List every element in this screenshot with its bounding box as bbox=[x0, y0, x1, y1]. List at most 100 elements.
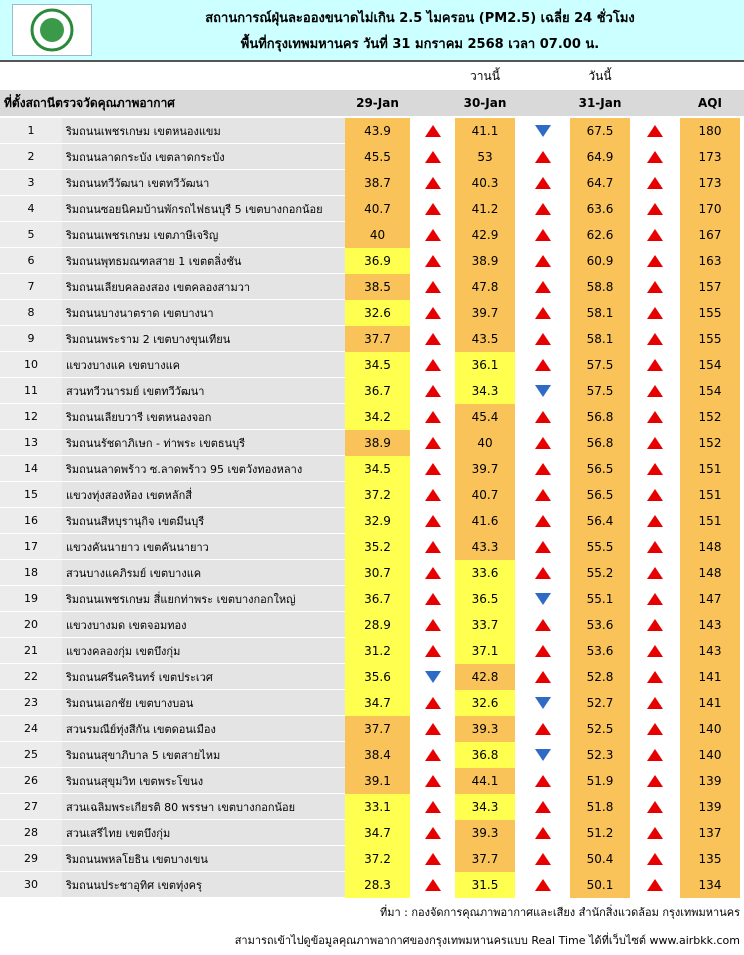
trend-up bbox=[630, 794, 680, 820]
row-no: 23 bbox=[0, 690, 62, 716]
pm-value: 31.5 bbox=[455, 872, 515, 898]
column-header: ที่ตั้งสถานีตรวจวัดคุณภาพอากาศ bbox=[4, 95, 175, 110]
row-no: 13 bbox=[0, 430, 62, 456]
trend-up bbox=[410, 846, 455, 872]
trend-down bbox=[515, 378, 570, 404]
aqi-value: 152 bbox=[680, 430, 740, 456]
column-header: 31-Jan bbox=[578, 96, 622, 110]
trend-arrow bbox=[647, 281, 663, 293]
row-no: 2 bbox=[0, 144, 62, 170]
row-no: 27 bbox=[0, 794, 62, 820]
trend-arrow bbox=[534, 541, 551, 553]
trend-up bbox=[410, 352, 455, 378]
pm-value: 42.9 bbox=[455, 222, 515, 248]
trend-up bbox=[410, 586, 455, 612]
aqi-value: 163 bbox=[680, 248, 740, 274]
trend-arrow bbox=[647, 437, 663, 449]
pm-value: 39.3 bbox=[455, 820, 515, 846]
pm-value: 37.7 bbox=[345, 716, 410, 742]
trend-arrow bbox=[534, 203, 551, 215]
pm-value: 37.2 bbox=[345, 846, 410, 872]
pm-value: 52.7 bbox=[570, 690, 630, 716]
trend-arrow bbox=[424, 775, 441, 787]
row-no: 16 bbox=[0, 508, 62, 534]
pm-value: 38.7 bbox=[345, 170, 410, 196]
trend-arrow bbox=[647, 411, 663, 423]
row-no: 28 bbox=[0, 820, 62, 846]
column-header: 29-Jan bbox=[356, 96, 399, 110]
trend-arrow bbox=[647, 463, 663, 475]
logo-emblem bbox=[30, 8, 74, 52]
pm-value: 39.1 bbox=[345, 768, 410, 794]
station: ริมถนนเพชรเกษม เขตหนองแขม bbox=[62, 118, 345, 144]
row-no: 29 bbox=[0, 846, 62, 872]
trend-arrow bbox=[534, 411, 551, 423]
pm-value: 41.1 bbox=[455, 118, 515, 144]
trend-up bbox=[410, 820, 455, 846]
trend-up bbox=[410, 872, 455, 898]
trend-up bbox=[630, 170, 680, 196]
pm-value: 40.7 bbox=[345, 196, 410, 222]
trend-up bbox=[410, 742, 455, 768]
aqi-value: 152 bbox=[680, 404, 740, 430]
trend-arrow bbox=[534, 307, 551, 319]
trend-up bbox=[515, 144, 570, 170]
pm-value: 56.4 bbox=[570, 508, 630, 534]
trend-arrow bbox=[647, 515, 663, 527]
trend-up bbox=[630, 638, 680, 664]
trend-arrow bbox=[647, 879, 663, 891]
trend-up bbox=[515, 820, 570, 846]
trend-up bbox=[630, 456, 680, 482]
trend-arrow bbox=[534, 385, 551, 397]
trend-up bbox=[515, 872, 570, 898]
station: ริมถนนพุทธมณฑลสาย 1 เขตตลิ่งชัน bbox=[62, 248, 345, 274]
pm-value: 56.5 bbox=[570, 482, 630, 508]
trend-up bbox=[410, 508, 455, 534]
row-no: 25 bbox=[0, 742, 62, 768]
trend-up bbox=[515, 534, 570, 560]
trend-arrow bbox=[534, 333, 551, 345]
trend-up bbox=[410, 144, 455, 170]
trend-up bbox=[630, 248, 680, 274]
trend-up bbox=[410, 248, 455, 274]
trend-arrow bbox=[647, 671, 663, 683]
pm-value: 36.7 bbox=[345, 378, 410, 404]
title: สถานการณ์ฝุ่นละอองขนาดไม่เกิน 2.5 ไมครอน… bbox=[205, 10, 635, 26]
trend-arrow bbox=[534, 229, 551, 241]
pm-value: 30.7 bbox=[345, 560, 410, 586]
trend-up bbox=[410, 482, 455, 508]
aqi-value: 140 bbox=[680, 716, 740, 742]
aqi-value: 151 bbox=[680, 456, 740, 482]
trend-up bbox=[515, 170, 570, 196]
trend-up bbox=[515, 482, 570, 508]
station: ริมถนนพระราม 2 เขตบางขุนเทียน bbox=[62, 326, 345, 352]
aqi-value: 139 bbox=[680, 794, 740, 820]
trend-up bbox=[410, 794, 455, 820]
trend-up bbox=[630, 716, 680, 742]
logo bbox=[12, 4, 92, 56]
trend-up bbox=[515, 326, 570, 352]
pm-value: 34.5 bbox=[345, 352, 410, 378]
trend-up bbox=[515, 196, 570, 222]
pm-value: 51.2 bbox=[570, 820, 630, 846]
row-no: 21 bbox=[0, 638, 62, 664]
pm-value: 38.9 bbox=[345, 430, 410, 456]
station: ริมถนนลาดกระบัง เขตลาดกระบัง bbox=[62, 144, 345, 170]
trend-arrow bbox=[534, 567, 551, 579]
trend-arrow bbox=[647, 255, 663, 267]
trend-arrow bbox=[424, 645, 441, 657]
pm-value: 28.3 bbox=[345, 872, 410, 898]
pm-value: 32.9 bbox=[345, 508, 410, 534]
aqi-value: 135 bbox=[680, 846, 740, 872]
trend-arrow bbox=[424, 671, 441, 683]
pm-value: 37.2 bbox=[345, 482, 410, 508]
trend-arrow bbox=[647, 385, 663, 397]
trend-arrow bbox=[647, 125, 663, 137]
row-no: 17 bbox=[0, 534, 62, 560]
pm-value: 34.7 bbox=[345, 690, 410, 716]
trend-up bbox=[515, 716, 570, 742]
trend-up bbox=[630, 664, 680, 690]
pm-value: 36.8 bbox=[455, 742, 515, 768]
trend-up bbox=[630, 378, 680, 404]
aqi-value: 143 bbox=[680, 638, 740, 664]
